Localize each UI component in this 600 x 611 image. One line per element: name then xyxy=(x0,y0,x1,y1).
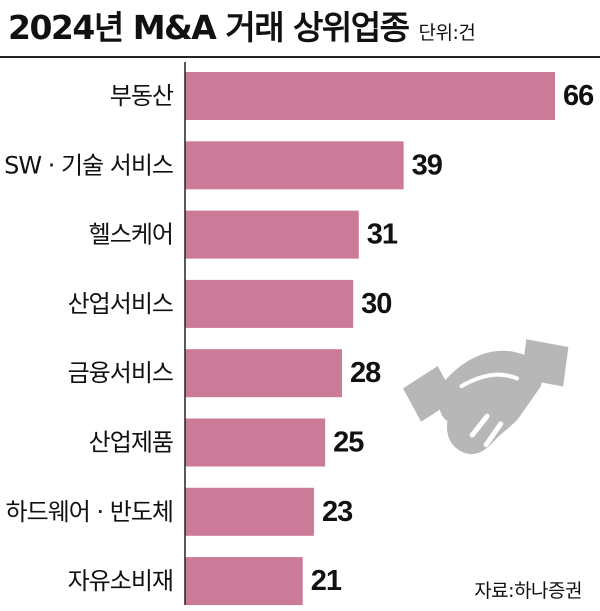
value-label: 30 xyxy=(361,288,391,320)
value-label: 66 xyxy=(563,80,594,112)
value-label: 21 xyxy=(311,565,342,597)
unit-label: 단위:건 xyxy=(418,22,476,44)
bar xyxy=(185,279,354,328)
handshake-icon xyxy=(403,339,569,455)
handshake-crease xyxy=(459,372,520,389)
title-row: 2024년 M&A 거래 상위업종 단위:건 xyxy=(8,6,476,50)
source-note: 자료:하나증권 xyxy=(474,580,582,602)
bar xyxy=(185,487,314,536)
category-label: 부동산 xyxy=(110,82,174,110)
category-label: 산업제품 xyxy=(89,429,173,457)
bar xyxy=(185,210,359,259)
handshake-fingers xyxy=(469,413,517,453)
bar xyxy=(185,418,326,467)
bar xyxy=(185,72,555,120)
category-label: 하드웨어 · 반도체 xyxy=(6,498,173,526)
bar xyxy=(185,349,342,398)
value-label: 39 xyxy=(412,149,443,181)
bar xyxy=(185,557,303,606)
bar xyxy=(185,141,404,190)
category-label: 자유소비재 xyxy=(68,567,173,595)
category-label: 금융서비스 xyxy=(68,359,173,387)
category-label: 산업서비스 xyxy=(68,290,173,318)
category-label: 헬스케어 xyxy=(89,221,173,249)
bars-layer: 부동산 66 SW · 기술 서비스 39 헬스케어 31 산업서비스 30 금융서비스 28 산업… xyxy=(4,72,595,606)
value-label: 31 xyxy=(367,219,398,251)
category-label: SW · 기술 서비스 xyxy=(4,151,173,179)
title-divider xyxy=(0,56,600,58)
value-label: 28 xyxy=(350,357,381,389)
value-label: 25 xyxy=(333,427,364,459)
value-label: 23 xyxy=(322,496,353,528)
chart-title: 2024년 M&A 거래 상위업종 xyxy=(8,8,410,47)
